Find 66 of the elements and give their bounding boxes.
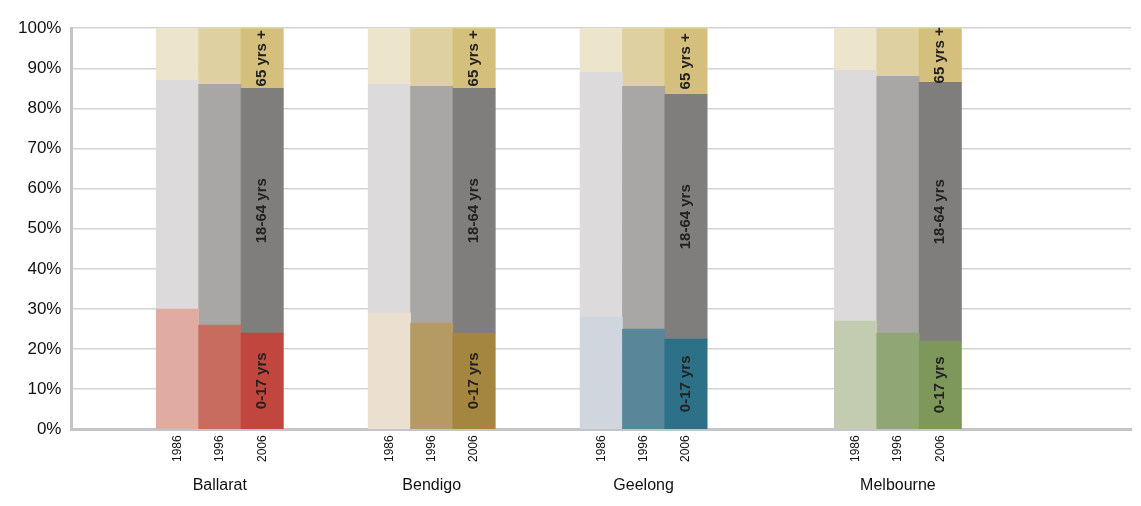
y-tick-label: 0% bbox=[36, 418, 62, 438]
series-label: 18-64 yrs bbox=[252, 178, 270, 244]
bar bbox=[410, 86, 454, 324]
bar bbox=[452, 332, 496, 429]
y-tick-label: 50% bbox=[27, 218, 62, 238]
bar bbox=[240, 332, 284, 429]
bar bbox=[367, 28, 411, 85]
bar bbox=[198, 28, 242, 85]
y-tick-label: 30% bbox=[27, 298, 62, 318]
text: Geelong bbox=[613, 476, 674, 493]
y-tick-label: 90% bbox=[27, 58, 62, 77]
x-tick-label: 2006 bbox=[932, 434, 947, 463]
bar bbox=[367, 312, 411, 429]
bar bbox=[834, 320, 878, 429]
x-tick-label: 1996 bbox=[212, 434, 227, 463]
bar bbox=[664, 94, 708, 340]
series-label: 65 yrs + bbox=[930, 26, 948, 84]
bar bbox=[918, 340, 962, 429]
bar bbox=[622, 28, 666, 87]
bar bbox=[579, 28, 623, 73]
bar bbox=[918, 82, 962, 342]
bar bbox=[622, 86, 666, 330]
bar bbox=[155, 308, 199, 429]
bar bbox=[664, 338, 708, 429]
bar bbox=[834, 28, 878, 71]
y-tick-label: 60% bbox=[27, 178, 62, 198]
text: 0-17 yrs bbox=[930, 356, 948, 414]
y-tick-label: 70% bbox=[27, 138, 62, 158]
bar bbox=[876, 76, 920, 334]
bar bbox=[240, 88, 284, 334]
text: Melbourne bbox=[860, 476, 936, 493]
x-tick-label: 1996 bbox=[890, 434, 905, 463]
text: 0-17 yrs bbox=[676, 355, 694, 413]
text: 65 yrs + bbox=[676, 33, 694, 90]
bar bbox=[410, 322, 454, 429]
x-tick-label: 1986 bbox=[169, 434, 184, 463]
x-tick-label: 1986 bbox=[847, 434, 862, 463]
y-tick-label: 80% bbox=[27, 98, 62, 118]
x-tick-label: 2006 bbox=[466, 434, 481, 463]
y-tick-label: 20% bbox=[27, 338, 62, 358]
text: 18-64 yrs bbox=[930, 179, 948, 245]
bar bbox=[198, 84, 242, 326]
text: 65 yrs + bbox=[252, 30, 270, 87]
y-tick-label: 10% bbox=[27, 378, 62, 398]
x-tick-label: 1986 bbox=[593, 434, 608, 463]
bar bbox=[622, 328, 666, 429]
text: 0-17 yrs bbox=[464, 352, 482, 410]
y-tick-label: 100% bbox=[18, 17, 62, 37]
text: 18-64 yrs bbox=[464, 178, 482, 244]
x-tick-label: 2006 bbox=[254, 434, 269, 463]
x-tick-label: 1986 bbox=[381, 434, 396, 463]
x-tick-label: 1996 bbox=[424, 434, 439, 463]
text: 18-64 yrs bbox=[676, 184, 694, 250]
text: Ballarat bbox=[192, 476, 248, 493]
bar bbox=[198, 324, 242, 429]
series-label: 0-17 yrs bbox=[252, 352, 270, 410]
x-tick-label: 2006 bbox=[678, 434, 693, 463]
text: 65 yrs + bbox=[464, 30, 482, 87]
bar bbox=[452, 88, 496, 334]
bar bbox=[410, 28, 454, 87]
x-tick-label: 1996 bbox=[635, 434, 650, 463]
bar bbox=[155, 28, 199, 81]
y-tick-label: 40% bbox=[27, 258, 62, 278]
text: Bendigo bbox=[402, 476, 462, 493]
bar bbox=[876, 332, 920, 429]
bar bbox=[876, 28, 920, 77]
